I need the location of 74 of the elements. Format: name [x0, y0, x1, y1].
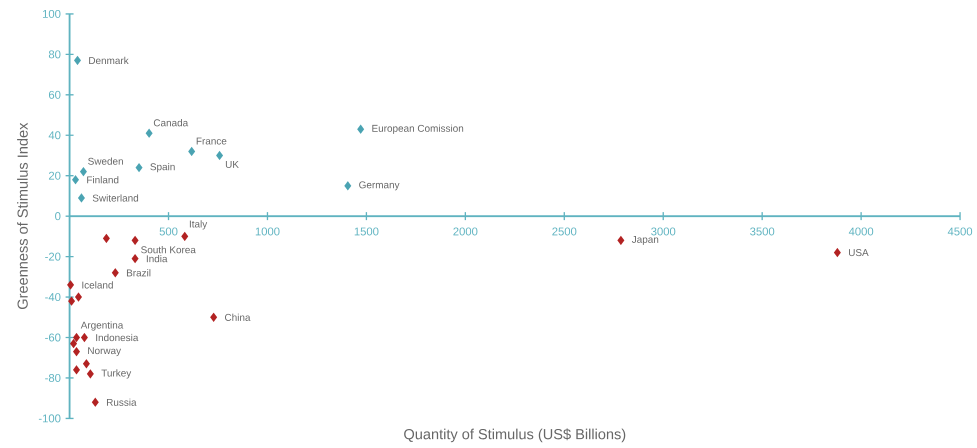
y-tick-label: -40	[45, 292, 60, 301]
annotation: Denmark	[89, 56, 129, 64]
annotation: Norway	[88, 347, 122, 356]
annotation: China	[225, 314, 250, 321]
point	[80, 167, 87, 176]
annotation: Canada	[154, 118, 188, 126]
annotation: Argentina	[80, 321, 124, 330]
point	[67, 280, 74, 290]
annotation: Italy	[190, 220, 208, 230]
annotation: South Korea	[141, 246, 196, 254]
x-tick-label: 4000	[848, 227, 874, 236]
point	[112, 268, 119, 278]
point	[357, 124, 364, 134]
point	[72, 175, 79, 184]
y-tick-label: 40	[48, 131, 60, 140]
point	[102, 234, 110, 243]
point	[136, 163, 142, 172]
annotation: Japan	[632, 236, 658, 245]
point	[73, 365, 80, 374]
point	[132, 254, 139, 264]
y-tick-label: -80	[45, 374, 60, 382]
point	[188, 146, 196, 156]
point	[74, 56, 81, 65]
y-tick-label: -100	[38, 414, 60, 422]
point	[181, 232, 188, 241]
point	[86, 369, 94, 378]
point	[78, 193, 85, 202]
y-tick-label: -20	[45, 252, 60, 260]
x-tick-label: 3500	[750, 227, 774, 236]
y-tick-label: 100	[42, 10, 60, 18]
point	[73, 347, 80, 356]
point	[617, 236, 624, 245]
annotation: UK	[226, 160, 239, 168]
x-tick-label: 4500	[948, 227, 972, 236]
point	[80, 332, 88, 342]
annotation: Indonesia	[96, 334, 138, 342]
annotation: Brazil	[126, 269, 150, 276]
point	[68, 296, 76, 306]
point	[146, 128, 153, 138]
point	[344, 181, 352, 190]
x-tick-label: 3000	[651, 227, 676, 236]
y-tick-label: -60	[45, 333, 60, 342]
annotation: France	[196, 138, 226, 144]
annotation: Sweden	[88, 157, 123, 165]
y-tick-label: 20	[48, 172, 60, 180]
annotation: Germany	[359, 181, 400, 190]
annotation: India	[146, 254, 168, 262]
point	[82, 359, 90, 368]
x-tick-label: 1500	[354, 227, 378, 236]
annotation: Turkey	[101, 369, 132, 378]
point	[210, 312, 218, 322]
point	[132, 236, 139, 245]
annotation: USA	[849, 248, 869, 256]
y-tick-label: 60	[48, 90, 60, 99]
point	[70, 338, 77, 348]
annotation: Finland	[87, 176, 118, 184]
annotation: Russia	[106, 398, 137, 406]
y-tick-label: 80	[48, 50, 60, 58]
y-axis-title: Greenness of Stimulus Index	[17, 122, 28, 309]
x-tick-label: 1000	[256, 227, 280, 236]
x-axis-title: Quantity of Stimulus (US$ Billions)	[404, 428, 626, 442]
point	[216, 150, 224, 160]
point	[834, 248, 841, 257]
x-tick-label: 2500	[552, 227, 576, 236]
point	[92, 398, 99, 407]
annotation: European Comission	[372, 124, 464, 134]
point	[75, 292, 82, 302]
annotation: Switerland	[92, 194, 138, 202]
point	[73, 332, 80, 342]
annotation: Spain	[150, 162, 175, 172]
x-tick-label: 500	[160, 227, 178, 236]
annotation: Iceland	[82, 281, 113, 288]
x-tick-label: 2000	[453, 227, 478, 236]
y-tick-label: 0	[55, 212, 60, 220]
